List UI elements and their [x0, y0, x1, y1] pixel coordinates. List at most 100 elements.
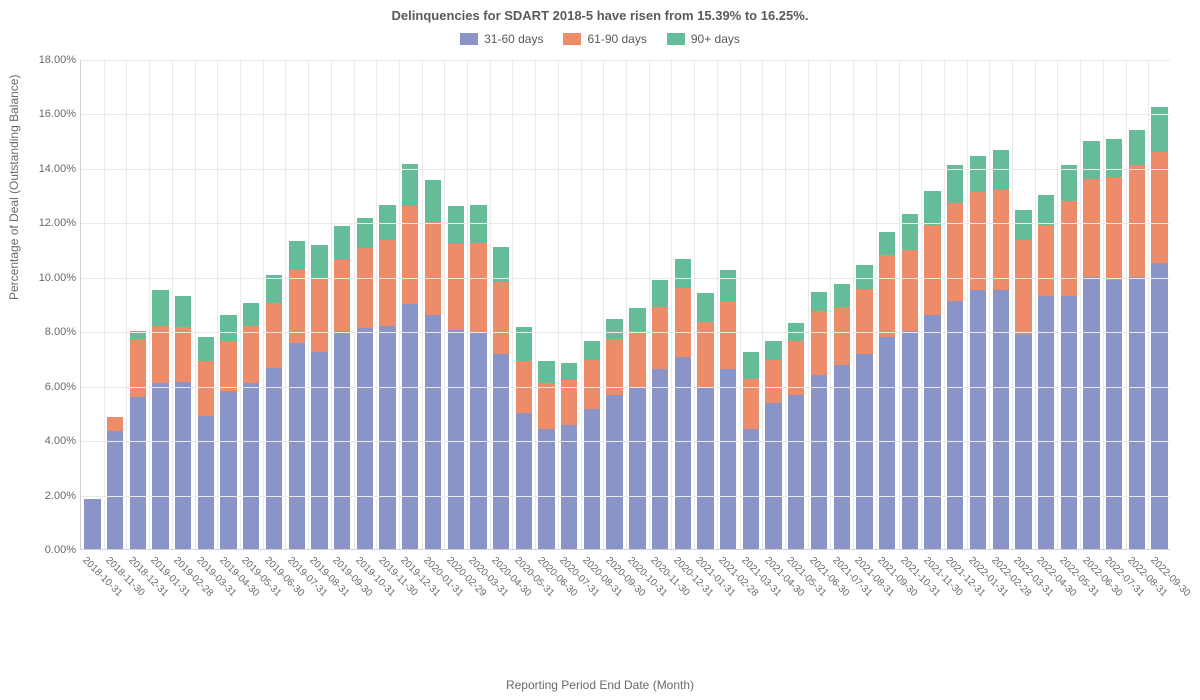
bar-seg-90plus — [1038, 195, 1054, 225]
bar-group — [970, 156, 986, 549]
bar-seg-61-90 — [220, 341, 236, 391]
bar-group — [516, 327, 532, 549]
y-tick-label: 2.00% — [21, 490, 76, 502]
bar-seg-90plus — [198, 337, 214, 362]
bar-seg-90plus — [561, 363, 577, 381]
bar-seg-31-60 — [970, 290, 986, 549]
x-axis-label: Reporting Period End Date (Month) — [0, 678, 1200, 692]
bar-seg-31-60 — [311, 352, 327, 549]
bar-seg-31-60 — [107, 431, 123, 549]
bar-group — [470, 205, 486, 549]
bar-seg-90plus — [243, 303, 259, 326]
bar-seg-31-60 — [834, 365, 850, 549]
bar-seg-90plus — [1129, 130, 1145, 165]
bar-group — [266, 275, 282, 549]
bar-seg-61-90 — [538, 383, 554, 429]
bar-group — [220, 315, 236, 549]
bar-seg-61-90 — [1061, 201, 1077, 296]
bar-seg-61-90 — [175, 327, 191, 381]
bar-seg-31-60 — [924, 315, 940, 549]
bar-seg-31-60 — [425, 315, 441, 549]
bar-seg-90plus — [924, 191, 940, 225]
bar-group — [788, 323, 804, 549]
legend-label-90plus: 90+ days — [691, 32, 740, 46]
bar-group — [675, 259, 691, 549]
bar-seg-61-90 — [266, 303, 282, 368]
bar-seg-61-90 — [765, 360, 781, 404]
plot-area: 0.00%2.00%4.00%6.00%8.00%10.00%12.00%14.… — [80, 60, 1170, 550]
bar-group — [743, 352, 759, 549]
bar-seg-31-60 — [198, 416, 214, 549]
bar-seg-90plus — [1151, 107, 1167, 152]
bar-seg-31-60 — [289, 343, 305, 549]
bar-seg-90plus — [629, 308, 645, 331]
y-tick-label: 18.00% — [21, 54, 76, 66]
bar-seg-61-90 — [402, 206, 418, 304]
bar-seg-90plus — [311, 245, 327, 278]
bar-seg-31-60 — [720, 369, 736, 549]
bar-seg-61-90 — [107, 417, 123, 431]
bar-seg-90plus — [720, 270, 736, 301]
bar-seg-31-60 — [652, 369, 668, 549]
bar-seg-90plus — [538, 361, 554, 383]
bar-group — [152, 290, 168, 549]
bar-seg-61-90 — [425, 222, 441, 315]
bar-seg-90plus — [652, 280, 668, 307]
bar-seg-31-60 — [561, 425, 577, 549]
bar-seg-61-90 — [379, 240, 395, 326]
bar-seg-90plus — [811, 292, 827, 311]
bar-seg-90plus — [1015, 210, 1031, 240]
bar-group — [379, 205, 395, 549]
bar-group — [198, 337, 214, 549]
bar-seg-61-90 — [993, 190, 1009, 291]
bar-seg-31-60 — [1038, 296, 1054, 549]
y-tick-label: 14.00% — [21, 163, 76, 175]
bar-seg-31-60 — [765, 403, 781, 549]
bar-seg-31-60 — [697, 387, 713, 549]
bar-group — [448, 206, 464, 549]
legend-label-61-90: 61-90 days — [587, 32, 646, 46]
bar-seg-31-60 — [220, 391, 236, 549]
bar-seg-61-90 — [652, 307, 668, 370]
bar-seg-90plus — [220, 315, 236, 341]
bar-seg-61-90 — [1015, 240, 1031, 334]
bar-seg-31-60 — [902, 331, 918, 549]
gridline-horizontal — [81, 114, 1170, 115]
bar-seg-90plus — [765, 341, 781, 360]
bar-group — [402, 164, 418, 549]
bar-seg-61-90 — [584, 360, 600, 409]
bar-seg-90plus — [1061, 165, 1077, 200]
bars-container — [81, 60, 1170, 549]
bar-group — [1151, 107, 1167, 549]
bar-seg-31-60 — [1151, 263, 1167, 549]
bar-seg-31-60 — [879, 337, 895, 549]
bar-seg-90plus — [970, 156, 986, 193]
bar-seg-31-60 — [493, 354, 509, 549]
delinquency-chart: Delinquencies for SDART 2018-5 have rise… — [0, 0, 1200, 700]
y-axis-label: Percentage of Deal (Outstanding Balance) — [7, 75, 21, 300]
y-tick-label: 8.00% — [21, 326, 76, 338]
bar-seg-61-90 — [879, 255, 895, 337]
chart-legend: 31-60 days 61-90 days 90+ days — [0, 32, 1200, 46]
bar-group — [84, 499, 100, 549]
gridline-horizontal — [81, 387, 1170, 388]
bar-seg-61-90 — [629, 331, 645, 387]
legend-swatch-90plus — [667, 33, 685, 45]
bar-seg-31-60 — [947, 301, 963, 549]
bar-seg-90plus — [743, 352, 759, 379]
bar-seg-90plus — [584, 341, 600, 360]
legend-item-61-90: 61-90 days — [563, 32, 646, 46]
y-tick-label: 0.00% — [21, 544, 76, 556]
chart-title: Delinquencies for SDART 2018-5 have rise… — [0, 8, 1200, 23]
bar-seg-61-90 — [152, 326, 168, 383]
bar-seg-31-60 — [243, 383, 259, 549]
bar-seg-61-90 — [902, 250, 918, 332]
bar-seg-90plus — [675, 259, 691, 288]
bar-group — [811, 292, 827, 549]
y-tick-label: 4.00% — [21, 435, 76, 447]
bar-group — [902, 214, 918, 549]
bar-group — [1015, 210, 1031, 549]
bar-seg-31-60 — [334, 331, 350, 549]
bar-group — [107, 417, 123, 549]
bar-group — [879, 232, 895, 549]
